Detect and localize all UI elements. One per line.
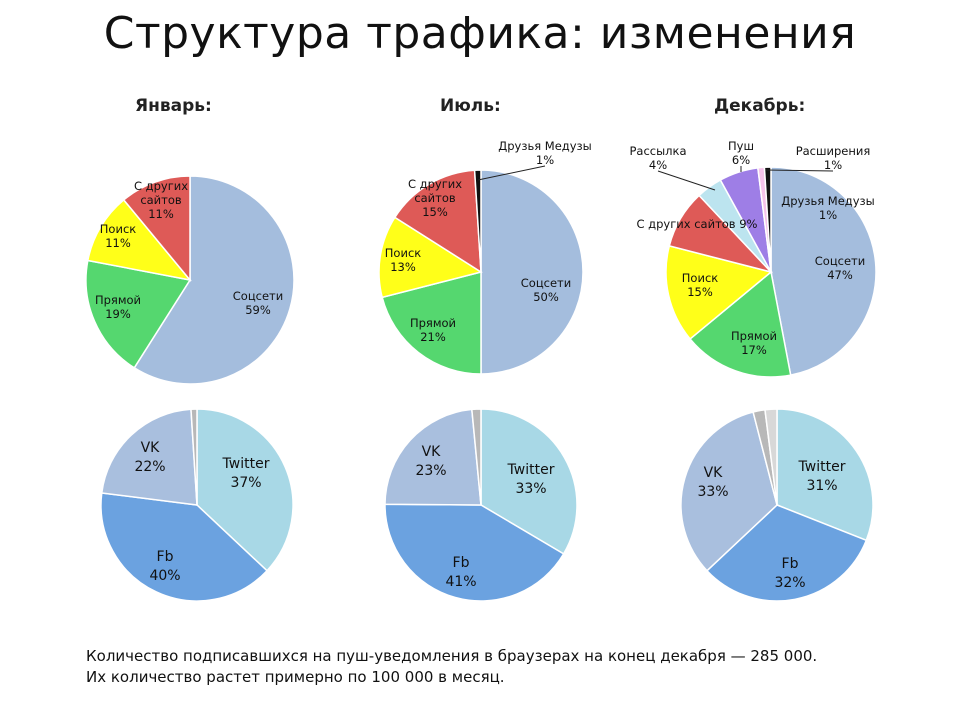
- pie-leader-line: [657, 170, 716, 191]
- pie-label: С других сайтов 9%: [637, 217, 758, 231]
- pie-social-december: Twitter 31% Fb 32% VK 33%: [680, 408, 874, 602]
- footer-line-2: Их количество растет примерно по 100 000…: [86, 668, 505, 686]
- pie-label: Друзья Медузы 1%: [498, 139, 592, 167]
- pie-label: Пуш 6%: [728, 139, 754, 167]
- pie-slice-прямой: [381, 271, 482, 375]
- pie-label: Прямой 17%: [731, 329, 777, 357]
- pie-slice-twitter: [776, 408, 874, 542]
- pie-slice-поиск: [378, 216, 483, 299]
- month-label-december: Декабрь:: [714, 96, 806, 116]
- pie-label: VK 33%: [697, 465, 728, 500]
- pie-slice-соцсети: [480, 169, 584, 375]
- pie-label: Друзья Медузы 1%: [781, 194, 875, 222]
- pie-leader-line: [765, 169, 834, 172]
- pie-label: Поиск 15%: [682, 271, 718, 299]
- pie-label: Twitter 33%: [507, 462, 555, 497]
- pie-label: Соцсети 47%: [815, 254, 865, 282]
- pie-slice-с-других-сайтов: [393, 169, 482, 274]
- pie-label: Fb 32%: [774, 556, 805, 591]
- pie-slice-twitter: [196, 408, 294, 572]
- pie-slice-fb: [384, 503, 565, 602]
- pie-slice-поиск: [86, 198, 192, 282]
- pie-slice-vk: [680, 411, 778, 572]
- pie-slice-other-3: [471, 408, 482, 506]
- pie-label: Прямой 19%: [95, 293, 141, 321]
- pie-traffic-december: Соцсети 47% Прямой 17% Поиск 15% С других сайт…: [629, 139, 877, 378]
- pie-label: Fb 41%: [445, 555, 476, 590]
- pie-slice-other-3: [190, 408, 198, 506]
- pie-slice-поиск: [665, 244, 773, 340]
- pie-social-january: Twitter 37% Fb 40% VK 22%: [100, 408, 294, 602]
- pie-label: Twitter 37%: [222, 456, 270, 491]
- pie-label: С других сайтов 15%: [408, 177, 462, 219]
- pie-label: Twitter 31%: [798, 459, 846, 494]
- pie-slice-друзья-медузы: [473, 169, 482, 273]
- pie-label: Поиск 13%: [385, 246, 421, 274]
- pie-slice-друзья-медузы: [763, 166, 772, 273]
- pie-label: С других сайтов 11%: [134, 179, 188, 221]
- pie-slice-соцсети: [133, 175, 295, 385]
- footer-line-1: Количество подписавшихся на пуш-уведомле…: [86, 647, 818, 665]
- pie-label: VK 23%: [415, 444, 446, 479]
- pie-slice-с-других-сайтов: [122, 175, 191, 283]
- pie-label: Расширения 1%: [796, 144, 871, 172]
- pie-label: Fb 40%: [149, 549, 180, 584]
- pie-slice-vk: [384, 408, 482, 506]
- pie-label: Поиск 11%: [100, 222, 136, 250]
- pie-slice-прямой: [85, 259, 192, 369]
- pie-traffic-january: Соцсети 59% Прямой 19% Поиск 11%С других сайто…: [85, 175, 295, 385]
- pie-slice-прямой: [689, 270, 792, 378]
- pie-traffic-july: Соцсети 50% Прямой 21% Поиск 13% С других сайто…: [378, 139, 592, 375]
- pie-slice-fb: [705, 504, 868, 602]
- page-title: Структура трафика: изменения: [103, 8, 857, 59]
- pie-label: VK 22%: [134, 440, 165, 475]
- pie-slice-соцсети: [770, 166, 877, 377]
- pie-slice-other-4: [764, 408, 778, 506]
- footer-note: Количество подписавшихся на пуш-уведомле…: [86, 646, 817, 688]
- pie-label: Соцсети 50%: [521, 276, 571, 304]
- month-label-january: Январь:: [135, 96, 212, 116]
- pie-label: Рассылка 4%: [629, 144, 686, 172]
- pie-leader-line: [477, 165, 546, 181]
- pie-label: Соцсети 59%: [233, 289, 283, 317]
- month-label-july: Июль:: [440, 96, 501, 116]
- pie-label: Прямой 21%: [410, 316, 456, 344]
- pie-slice-twitter: [480, 408, 578, 555]
- pie-social-july: Twitter 33% Fb 41% VK 23%: [384, 408, 578, 602]
- pie-slice-fb: [100, 492, 269, 602]
- pie-slice-vk: [100, 408, 198, 506]
